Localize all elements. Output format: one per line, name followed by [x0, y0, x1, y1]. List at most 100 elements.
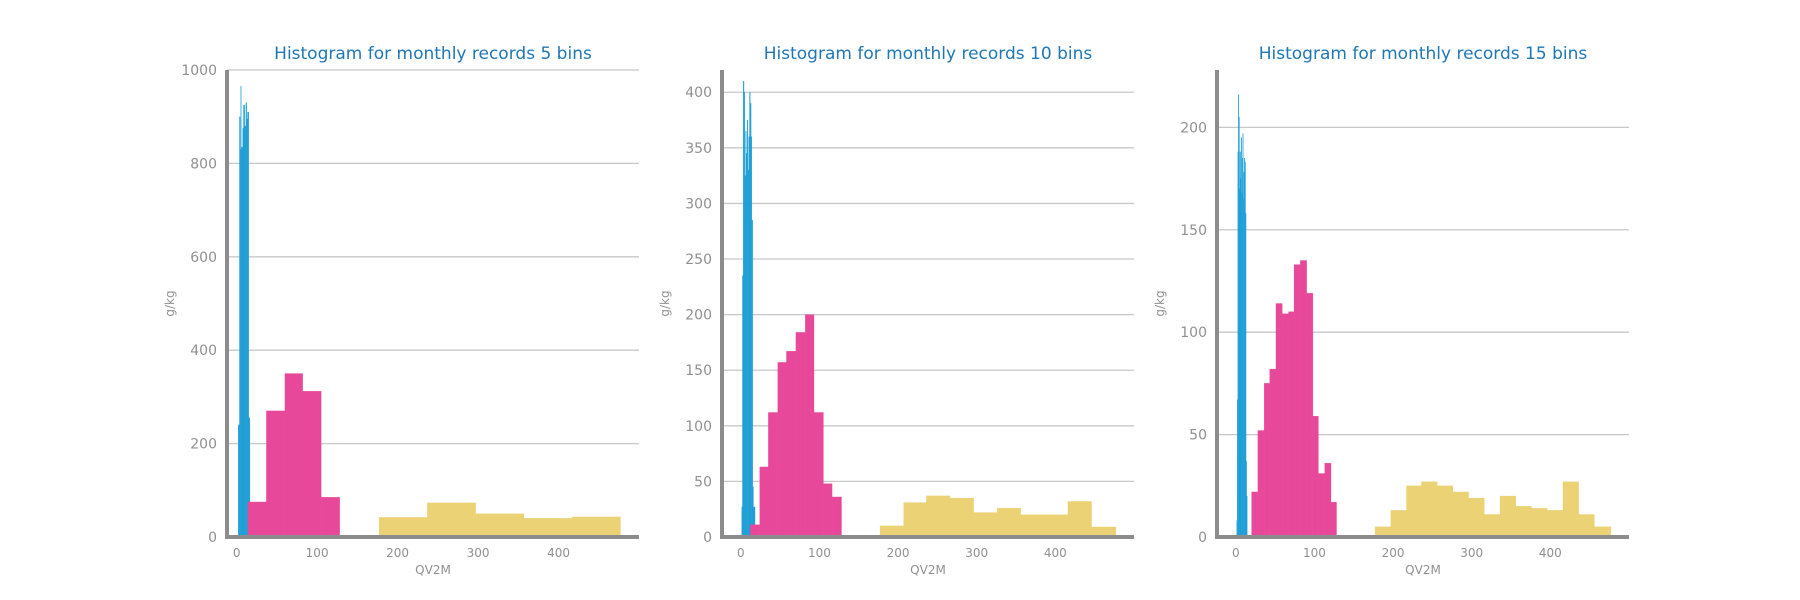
histogram-bar	[1515, 506, 1532, 538]
bars	[1236, 94, 1612, 538]
y-tick-label: 400	[190, 343, 217, 359]
bars	[741, 80, 1117, 538]
y-axis-label: g/kg	[1153, 290, 1167, 316]
histogram-bar	[284, 373, 303, 538]
y-tick-label: 0	[703, 530, 712, 546]
histogram-bar	[320, 497, 340, 538]
x-tick-label: 300	[1460, 546, 1483, 560]
histogram-bar	[1499, 495, 1516, 538]
histogram-bar	[378, 517, 428, 538]
histogram-bar	[243, 104, 245, 538]
histogram-bar	[244, 125, 247, 538]
histogram-bar	[759, 466, 769, 538]
histogram-panel-10-bins: Histogram for monthly records 10 bins QV…	[658, 44, 1134, 577]
histogram-bar	[523, 518, 573, 538]
histogram-bar	[1257, 430, 1265, 538]
chart-title: Histogram for monthly records 15 bins	[1259, 44, 1588, 64]
y-axis-label: g/kg	[163, 290, 177, 316]
histogram-bar	[949, 497, 974, 538]
histogram-bar	[1531, 508, 1548, 538]
y-tick-label: 0	[208, 530, 217, 546]
x-axis-label: QV2M	[1405, 563, 1441, 577]
histogram-bar	[247, 501, 267, 538]
histogram-bar	[1318, 473, 1325, 538]
y-tick-label: 200	[1180, 120, 1207, 136]
x-tick-label: 100	[306, 546, 329, 560]
x-axis-label: QV2M	[415, 563, 451, 577]
gridlines	[227, 69, 639, 445]
histogram-bar	[903, 502, 927, 538]
y-tick-label: 300	[685, 196, 712, 212]
histogram-bar	[1269, 368, 1277, 538]
y-tick-label: 200	[685, 308, 712, 324]
y-tick-label: 100	[1180, 325, 1207, 341]
y-tick-label: 400	[685, 85, 712, 101]
x-tick-label: 300	[965, 546, 988, 560]
histogram-bar	[805, 314, 815, 538]
histogram-bar	[1547, 510, 1564, 538]
x-tick-label: 200	[386, 546, 409, 560]
x-tick-label: 100	[1303, 546, 1326, 560]
y-tick-label: 50	[694, 474, 712, 490]
histogram-bar	[1330, 502, 1337, 538]
histogram-bar	[831, 496, 842, 538]
histogram-bar	[1275, 303, 1283, 538]
y-tick-label: 150	[685, 363, 712, 379]
histogram-bar	[1452, 491, 1469, 538]
histogram-bar	[1251, 491, 1259, 538]
histogram-bar	[475, 513, 525, 538]
chart-title: Histogram for monthly records 10 bins	[764, 44, 1093, 64]
histogram-bar	[1484, 514, 1501, 538]
y-tick-label: 100	[685, 419, 712, 435]
histogram-bar	[813, 412, 824, 538]
x-tick-label: 200	[887, 546, 910, 560]
x-tick-label: 0	[1232, 546, 1240, 560]
histogram-bar	[1421, 481, 1438, 538]
histogram-bar	[1044, 514, 1069, 538]
histogram-bar	[302, 391, 322, 538]
histogram-bar	[823, 483, 833, 538]
x-tick-label: 400	[547, 546, 570, 560]
histogram-bar	[1437, 485, 1454, 538]
histogram-bar	[1282, 313, 1289, 538]
x-tick-label: 0	[737, 546, 745, 560]
histogram-bar	[1020, 514, 1045, 538]
y-tick-label: 800	[190, 156, 217, 172]
chart-title: Histogram for monthly records 5 bins	[274, 44, 592, 64]
histogram-bar	[1578, 514, 1595, 538]
x-tick-label: 100	[808, 546, 831, 560]
histogram-bar	[1312, 416, 1319, 538]
histogram-bar	[777, 362, 787, 538]
histogram-bar	[266, 410, 286, 538]
y-tick-label: 150	[1180, 223, 1207, 239]
x-tick-label: 0	[233, 546, 241, 560]
histogram-bar	[973, 512, 998, 538]
histogram-bar	[572, 516, 621, 538]
histogram-bar	[1324, 463, 1332, 538]
histogram-bar	[1390, 510, 1407, 538]
histogram-bar	[1293, 264, 1301, 538]
histogram-bar	[1246, 495, 1248, 538]
x-tick-label: 200	[1382, 546, 1405, 560]
histogram-bar	[238, 424, 240, 538]
histogram-bar	[1067, 501, 1092, 538]
y-tick-label: 200	[190, 437, 217, 453]
y-tick-label: 250	[685, 252, 712, 268]
histogram-bar	[1562, 481, 1579, 538]
histogram-bar	[1288, 311, 1295, 538]
x-axis-label: QV2M	[910, 563, 946, 577]
histogram-bar	[1264, 383, 1270, 538]
y-tick-label: 1000	[181, 63, 217, 79]
y-tick-label: 0	[1198, 530, 1207, 546]
y-axis-label: g/kg	[658, 290, 672, 316]
histogram-bar	[1468, 497, 1485, 538]
x-tick-label: 400	[1044, 546, 1067, 560]
histogram-bar	[241, 146, 243, 538]
histogram-bar	[997, 507, 1021, 538]
histogram-bar	[1300, 260, 1307, 538]
histogram-bar	[427, 502, 476, 538]
y-tick-label: 350	[685, 141, 712, 157]
histogram-bar	[795, 332, 806, 538]
bars	[238, 86, 621, 538]
y-tick-label: 600	[190, 250, 217, 266]
